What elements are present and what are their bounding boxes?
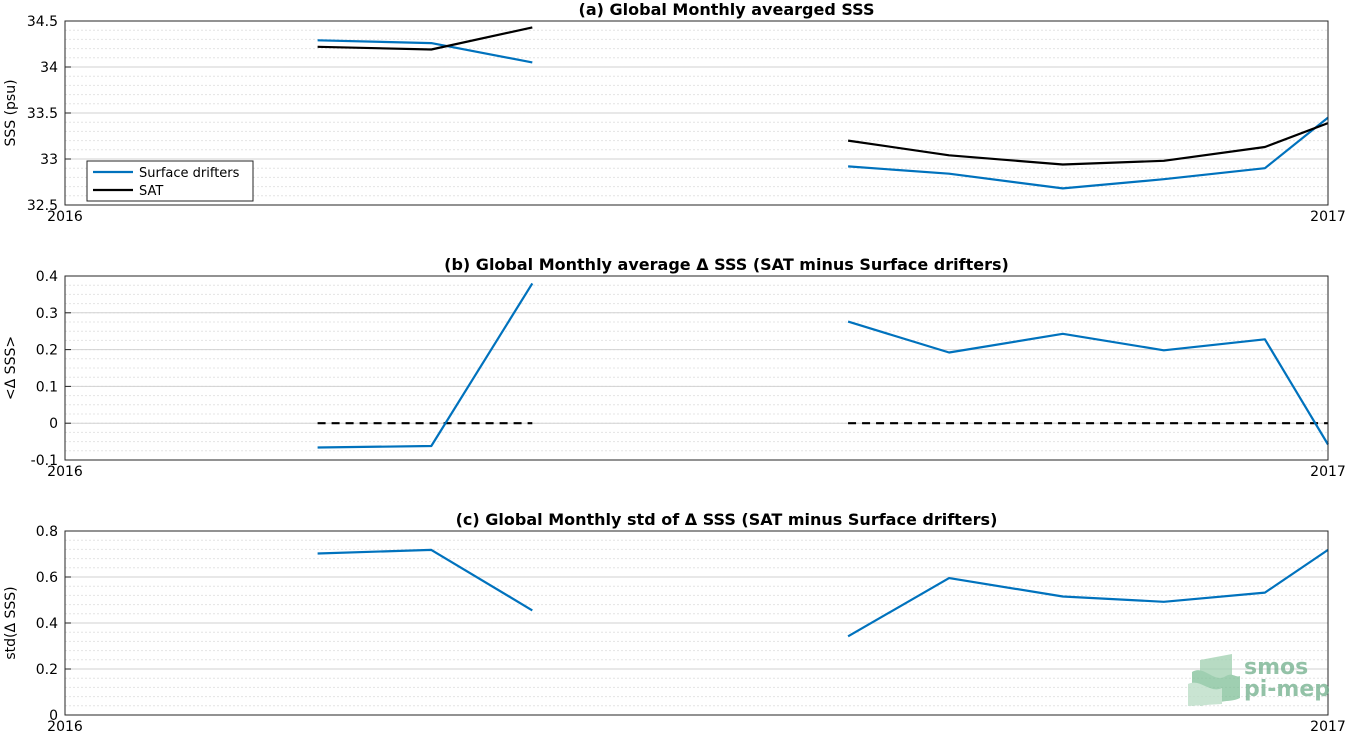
- y-tick-label: 0: [49, 708, 58, 724]
- series-line-delta: [317, 548, 533, 612]
- y-axis-label: std(Δ SSS): [3, 586, 19, 659]
- logo-line1: smos: [1244, 655, 1308, 680]
- series-line-surface-drifters: [317, 39, 533, 64]
- smos-pi-mep-logo: smos pi-mep: [1188, 654, 1330, 706]
- y-tick-label: 0.2: [36, 343, 58, 359]
- x-tick-label: 2016: [47, 209, 83, 225]
- y-tick-label: 0.2: [36, 662, 58, 678]
- chart-title: (a) Global Monthly avearged SSS: [579, 0, 875, 19]
- y-tick-label: 32.5: [27, 198, 58, 214]
- legend-entry: SAT: [139, 184, 163, 199]
- y-tick-label: -0.1: [31, 453, 58, 469]
- x-tick-label: 2016: [47, 719, 83, 735]
- series-line-delta: [847, 548, 1329, 638]
- y-tick-label: 33.5: [27, 106, 58, 122]
- series-line-sat: [317, 26, 533, 51]
- axes-box: [64, 275, 1329, 461]
- legend: Surface drifters SAT: [86, 160, 254, 202]
- y-tick-label: 0: [49, 416, 58, 432]
- axes-box: [64, 20, 1329, 206]
- y-tick-label: 34.5: [27, 14, 58, 30]
- x-tick-label: 2017: [1310, 719, 1346, 735]
- y-tick-label: 34: [40, 60, 58, 76]
- series-line-delta: [317, 282, 534, 449]
- series-line-delta: [847, 320, 1329, 446]
- chart-panel-1: 32.5 33 33.5 34 34.5 2016 2017 (a) Global Month…: [3, 0, 1346, 225]
- y-tick-label: 0.8: [36, 524, 58, 540]
- logo-line2: pi-mep: [1244, 677, 1330, 702]
- legend-box: [86, 160, 254, 202]
- chart-panel-2: -0.1 0 0.1 0.2 0.3 0.4 2016 2017 (b) Global Mont…: [3, 255, 1346, 480]
- logo-wave-icon: [1188, 654, 1240, 706]
- x-tick-label: 2017: [1310, 209, 1346, 225]
- y-tick-label: 0.6: [36, 570, 58, 586]
- x-tick-label: 2017: [1310, 464, 1346, 480]
- y-axis-label: SSS (psu): [3, 79, 19, 146]
- axes-box: [64, 530, 1329, 716]
- chart-title: (c) Global Monthly std of Δ SSS (SAT min…: [456, 510, 998, 529]
- y-tick-label: 0.1: [36, 379, 58, 395]
- legend-entry: Surface drifters: [139, 166, 240, 181]
- series-line-sat: [847, 122, 1329, 166]
- chart-panel-3: 0 0.2 0.4 0.6 0.8 2016 2017 (c) Global Monthly …: [3, 510, 1346, 735]
- y-tick-label: 0.4: [36, 616, 58, 632]
- chart-title: (b) Global Monthly average Δ SSS (SAT mi…: [444, 255, 1009, 274]
- x-tick-label: 2016: [47, 464, 83, 480]
- series-line-surface-drifters: [848, 116, 1329, 190]
- y-tick-label: 0.4: [36, 269, 58, 285]
- y-tick-label: 33: [40, 152, 58, 168]
- y-axis-label: <Δ SSS>: [3, 336, 19, 400]
- y-tick-label: 0.3: [36, 306, 58, 322]
